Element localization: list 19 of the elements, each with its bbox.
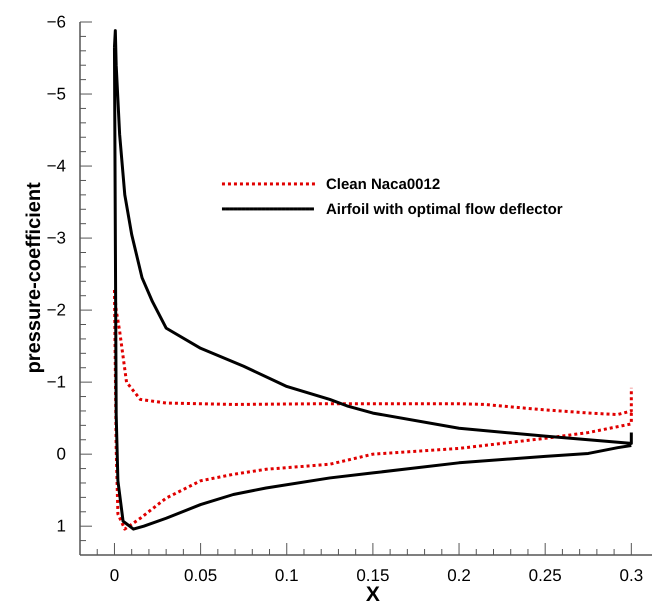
x-tick-label: 0 [110,566,120,586]
x-axis-title: X [366,583,380,603]
legend-label: Airfoil with optimal flow deflector [326,201,563,218]
x-tick-label: 0.1 [274,566,299,586]
x-tick-label: 0.3 [620,566,644,586]
x-tick-label: 0.2 [447,566,471,586]
y-tick-label: −2 [46,300,66,320]
y-tick-label: −1 [46,372,66,392]
y-tick-label: 0 [56,444,66,464]
x-tick-label: 0.25 [528,566,562,586]
y-tick-label: −4 [46,156,66,176]
x-tick-label: 0.05 [184,566,218,586]
legend-label: Clean Naca0012 [326,176,440,194]
y-axis-title: pressure-coefficient [23,182,45,374]
y-tick-label: −3 [46,228,66,248]
y-tick-label: 1 [56,516,66,536]
y-tick-label: −5 [46,84,66,104]
y-tick-label: −6 [46,12,66,32]
x-tick-label: 0.15 [356,566,390,586]
